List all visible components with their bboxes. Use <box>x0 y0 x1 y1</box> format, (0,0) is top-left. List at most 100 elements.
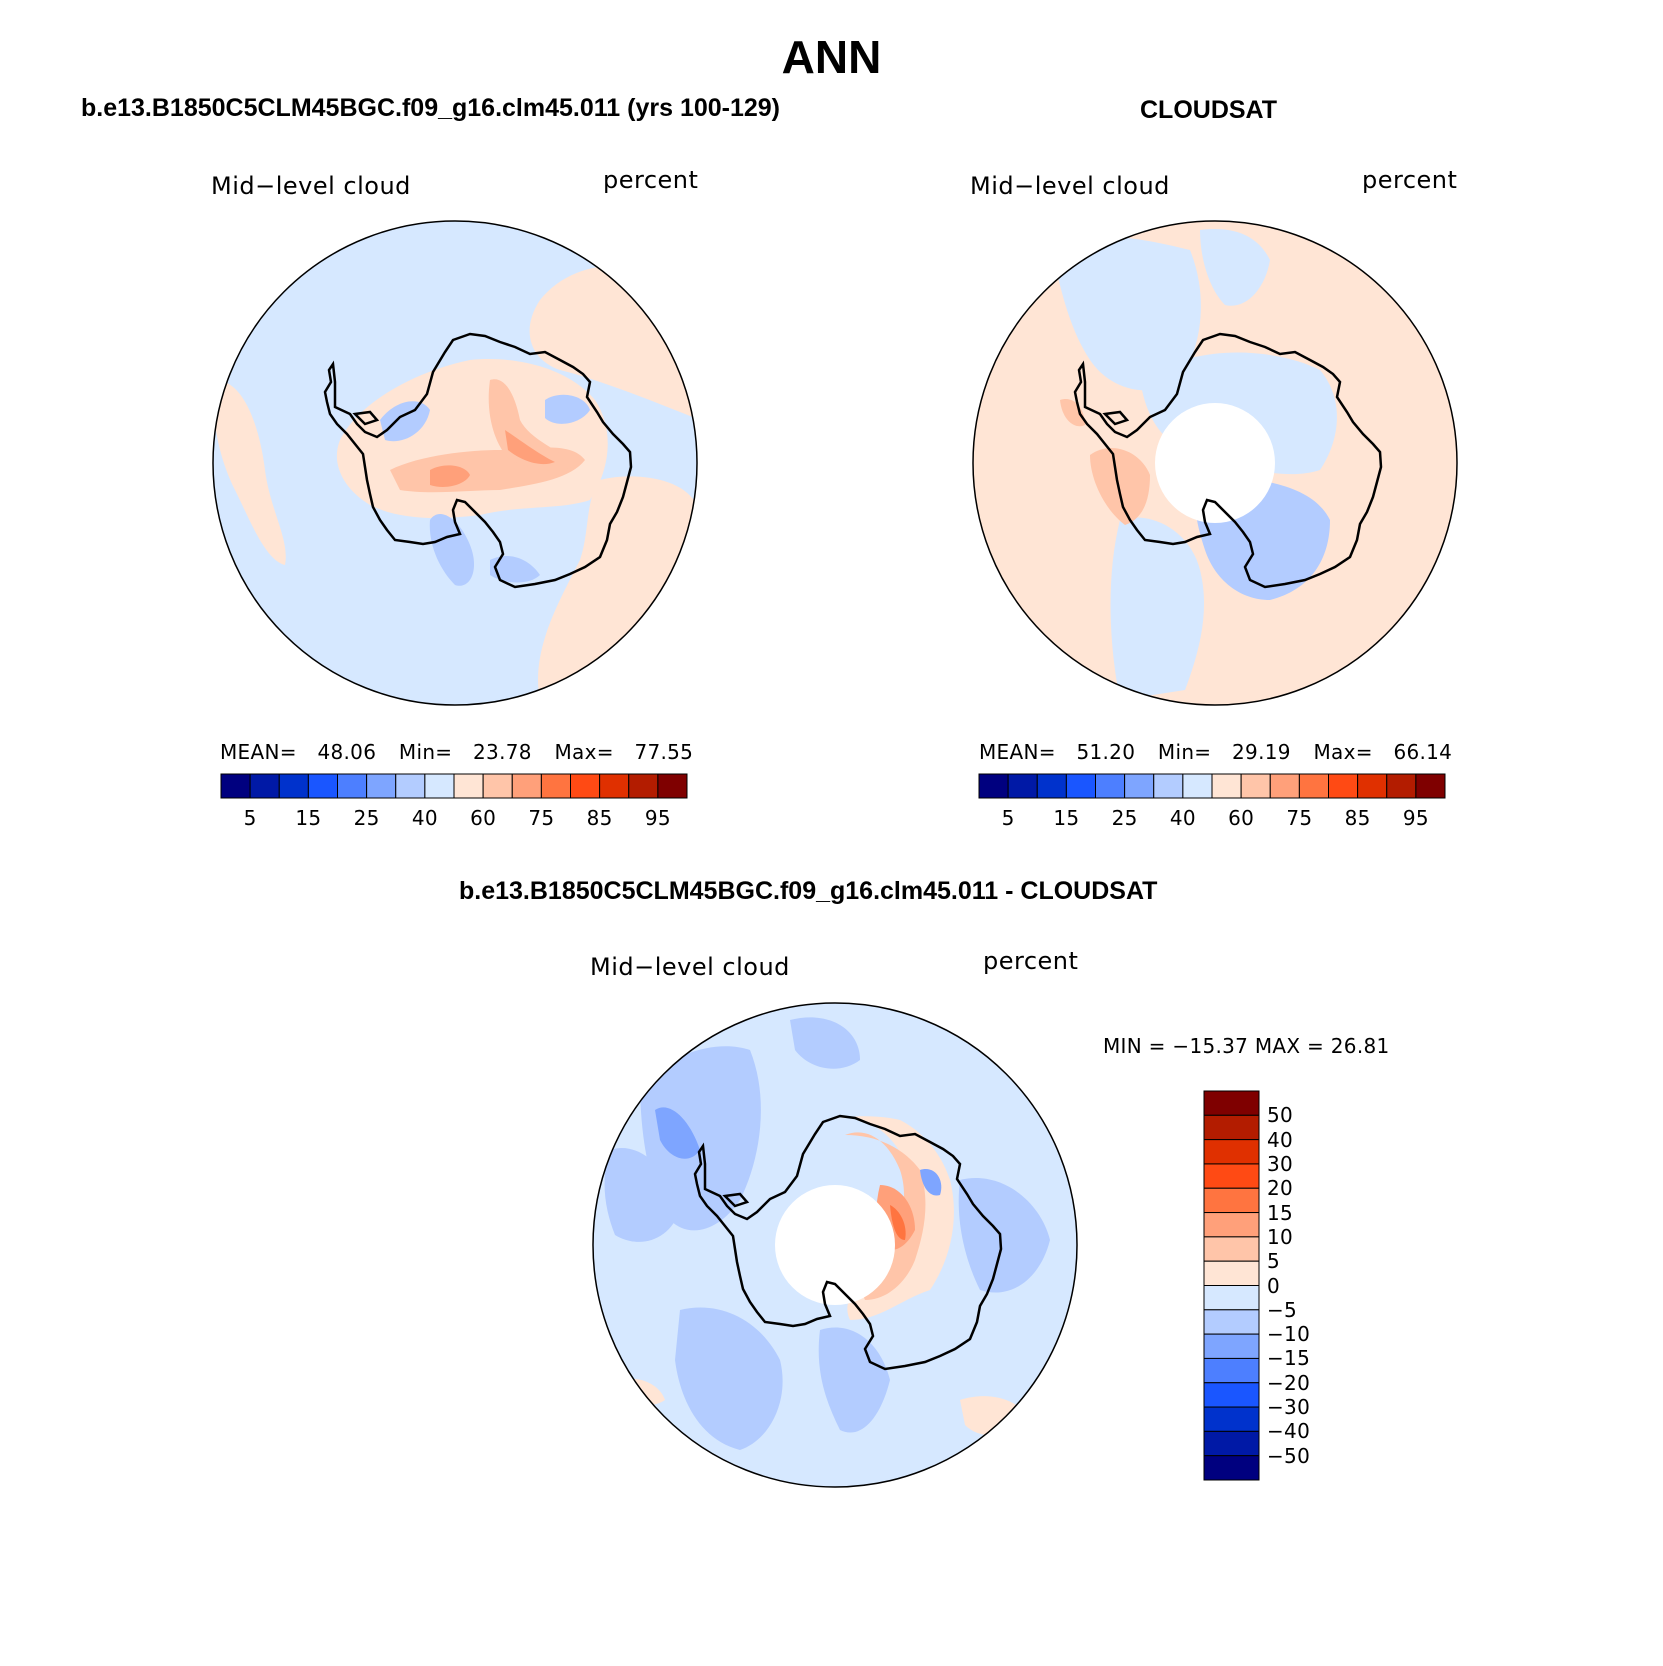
obs-colorbar-tick-label: 5 <box>1001 806 1015 830</box>
diff-colorbar-swatch <box>1203 1357 1260 1384</box>
obs-min-value: 29.19 <box>1232 740 1291 764</box>
obs-panel-title: CLOUDSAT <box>1140 96 1278 124</box>
diff-colorbar-tick-label: 5 <box>1267 1249 1281 1274</box>
obs-max-value: 66.14 <box>1393 740 1453 764</box>
model-colorbar-swatch <box>570 773 601 799</box>
obs-colorbar-tick-label: 40 <box>1169 806 1196 830</box>
diff-colorbar-tick-label: 30 <box>1267 1151 1294 1176</box>
model-mean-value: 48.06 <box>317 740 377 764</box>
obs-mean-value: 51.20 <box>1076 740 1136 764</box>
model-colorbar-swatch <box>337 773 368 799</box>
diff-colorbar-tick-label: −30 <box>1267 1395 1311 1420</box>
model-max-label: Max= <box>554 740 614 764</box>
model-colorbar-tick-label: 15 <box>295 806 322 830</box>
diff-colorbar-swatch <box>1203 1187 1260 1214</box>
model-variable-label: Mid−level cloud <box>211 172 411 200</box>
diff-colorbar-tick-label: 40 <box>1267 1127 1294 1152</box>
obs-mean-label: MEAN= <box>979 740 1056 764</box>
diff-colorbar-swatch <box>1203 1090 1260 1116</box>
model-colorbar-swatch <box>511 773 542 799</box>
diff-colorbar-swatch <box>1203 1139 1260 1165</box>
model-min-label: Min= <box>398 740 453 764</box>
obs-units-label: percent <box>1362 166 1458 194</box>
model-colorbar-tick-label: 60 <box>470 806 497 830</box>
diff-map <box>592 1002 1078 1488</box>
obs-colorbar-swatch <box>1211 773 1242 799</box>
model-colorbar-swatch <box>540 773 571 799</box>
diff-colorbar-swatch <box>1203 1260 1260 1286</box>
model-mean-label: MEAN= <box>220 740 297 764</box>
model-panel-title: b.e13.B1850C5CLM45BGC.f09_g16.clm45.011 … <box>81 94 781 122</box>
model-colorbar-swatch <box>366 773 397 799</box>
obs-colorbar-swatch <box>1269 773 1300 799</box>
obs-colorbar-tick-label: 60 <box>1228 806 1255 830</box>
diff-colorbar-swatch <box>1203 1309 1260 1335</box>
model-map <box>212 220 698 706</box>
diff-colorbar-swatch <box>1203 1382 1260 1408</box>
diff-colorbar-tick-label: 50 <box>1267 1103 1294 1128</box>
diff-variable-label: Mid−level cloud <box>590 953 790 981</box>
model-colorbar-swatch <box>628 773 659 799</box>
diff-units-label: percent <box>983 947 1079 975</box>
model-colorbar-swatch <box>482 773 513 799</box>
diff-colorbar-swatch <box>1203 1406 1260 1432</box>
obs-variable-label: Mid−level cloud <box>970 172 1170 200</box>
obs-colorbar-swatch <box>1007 773 1038 799</box>
diff-colorbar <box>1203 1090 1260 1481</box>
figure-title: ANN <box>781 31 882 83</box>
obs-colorbar-tick-label: 15 <box>1053 806 1080 830</box>
model-min-value: 23.78 <box>473 740 532 764</box>
obs-colorbar-tick-label: 95 <box>1402 806 1429 830</box>
obs-colorbar-swatch <box>1036 773 1067 799</box>
diff-colorbar-tick-label: −10 <box>1267 1322 1311 1347</box>
diff-colorbar-swatch <box>1203 1285 1260 1311</box>
diff-colorbar-tick-label: 20 <box>1267 1176 1294 1201</box>
model-colorbar-tick-label: 75 <box>528 806 555 830</box>
diff-colorbar-tick-label: 15 <box>1267 1200 1294 1225</box>
obs-colorbar-swatch <box>1182 773 1213 799</box>
obs-colorbar-swatch <box>1415 773 1446 799</box>
model-colorbar-swatch <box>220 773 251 799</box>
model-units-label: percent <box>603 166 699 194</box>
obs-colorbar-swatch <box>978 773 1009 799</box>
model-colorbar-tick-label: 95 <box>644 806 671 830</box>
diff-colorbar-tick-label: 0 <box>1267 1273 1281 1298</box>
diff-colorbar-swatch <box>1203 1455 1260 1481</box>
obs-colorbar-swatch <box>1124 773 1155 799</box>
model-colorbar-tick-label: 40 <box>411 806 438 830</box>
diff-colorbar-swatch <box>1203 1236 1260 1262</box>
diff-colorbar-tick-label: −20 <box>1267 1370 1311 1395</box>
diff-colorbar-swatch <box>1203 1163 1260 1189</box>
diff-colorbar-swatch <box>1203 1212 1260 1238</box>
diff-minmax: MIN = −15.37 MAX = 26.81 <box>1103 1034 1390 1058</box>
obs-colorbar <box>978 773 1446 799</box>
diff-colorbar-swatch <box>1203 1333 1260 1359</box>
obs-colorbar-swatch <box>1065 773 1096 799</box>
obs-colorbar-tick-label: 85 <box>1344 806 1371 830</box>
diff-colorbar-swatch <box>1203 1430 1260 1457</box>
obs-colorbar-swatch <box>1240 773 1271 799</box>
model-colorbar-swatch <box>395 773 426 799</box>
model-colorbar-swatch <box>657 773 688 799</box>
model-colorbar-swatch <box>249 773 280 799</box>
model-stats: MEAN= 48.06 Min= 23.78 Max= 77.55 <box>220 740 693 764</box>
model-colorbar-swatch <box>424 773 455 799</box>
obs-colorbar-swatch <box>1298 773 1329 799</box>
model-colorbar-swatch <box>599 773 630 799</box>
diff-colorbar-swatch <box>1203 1114 1260 1141</box>
diff-colorbar-tick-label: −15 <box>1267 1346 1311 1371</box>
obs-colorbar-swatch <box>1357 773 1388 799</box>
obs-map <box>972 220 1458 706</box>
obs-colorbar-swatch <box>1386 773 1417 799</box>
model-colorbar-tick-label: 25 <box>353 806 380 830</box>
model-colorbar-swatch <box>453 773 484 799</box>
obs-stats: MEAN= 51.20 Min= 29.19 Max= 66.14 <box>979 740 1452 764</box>
obs-colorbar-swatch <box>1153 773 1184 799</box>
obs-colorbar-tick-label: 25 <box>1111 806 1138 830</box>
obs-colorbar-tick-label: 75 <box>1286 806 1313 830</box>
diff-colorbar-tick-label: −40 <box>1267 1419 1311 1444</box>
model-colorbar-swatch <box>278 773 309 799</box>
model-colorbar-swatch <box>307 773 338 799</box>
model-max-value: 77.55 <box>634 740 694 764</box>
